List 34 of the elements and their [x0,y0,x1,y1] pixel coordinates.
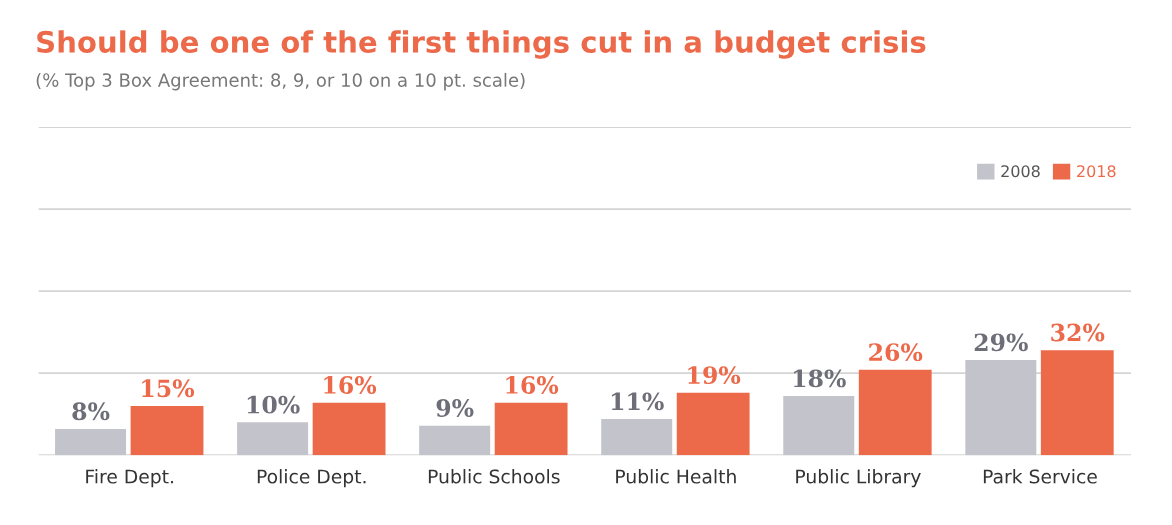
bar [130,405,204,456]
bar [494,402,568,456]
data-label: 10% [247,395,300,414]
data-label: 18% [794,369,846,388]
data-label: 8% [72,402,110,421]
bar [965,360,1037,456]
data-label: 16% [324,376,377,394]
chart-subtitle: (% Top 3 Box Agreement: 8, 9, or 10 on a 10 pt. scale) [36,72,525,91]
bar [237,422,309,456]
x-tick-label: Park Service [983,469,1097,484]
bar [55,428,127,456]
x-tick-label: Public Library [796,469,921,488]
data-label: 29% [974,333,1028,352]
x-tick-label: Public Health [616,469,736,484]
data-label: 19% [688,366,741,385]
bar [783,396,855,456]
data-label: 26% [869,343,923,362]
data-label: 15% [142,379,195,398]
legend-label: 2018 [1077,165,1116,178]
chart-title: Should be one of the first things cut in a budget crisis [37,30,926,59]
x-tick-label: Public Schools [428,469,560,484]
x-tick-label: Fire Dept. [86,469,173,488]
data-label: 16% [506,376,559,394]
bar [1040,350,1114,456]
bar [419,425,491,456]
bar [312,402,386,456]
data-label: 11% [611,392,664,411]
legend-label: 2008 [1001,165,1040,178]
x-tick-label: Police Dept. [257,469,366,488]
data-label: 32% [1051,323,1105,342]
bar [676,392,750,456]
data-label: 9% [436,399,474,417]
bar [601,419,673,456]
bar [858,369,932,456]
